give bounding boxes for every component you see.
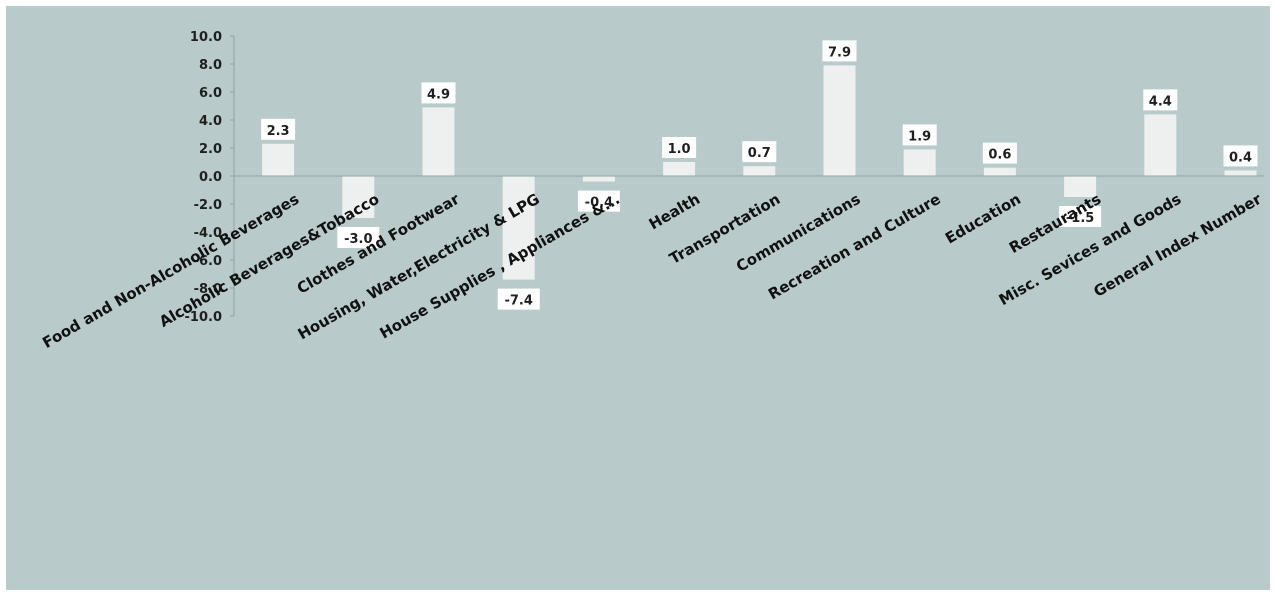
category-label: Health <box>646 190 703 234</box>
data-label-box <box>261 118 296 140</box>
y-tick-label: -8.0 <box>194 282 222 297</box>
data-labels: 2.3 -3.0 4.9 -7.4 -0.4 1.0 0.7 7.9 1.9 0.6 -1.5 4.4… <box>261 40 1258 310</box>
bar <box>663 162 696 176</box>
data-label: -1.5 <box>1066 211 1094 226</box>
data-label: -3.0 <box>344 232 372 247</box>
bar <box>502 176 535 280</box>
data-label-box <box>902 124 937 146</box>
data-label-box <box>662 137 697 158</box>
data-label: 0.6 <box>988 148 1011 163</box>
bar <box>582 176 615 182</box>
y-tick-label: 8.0 <box>199 58 222 73</box>
y-tick-label: -6.0 <box>194 254 222 269</box>
category-labels: Food and Non-Alcoholic BeveragesAlcoholi… <box>39 190 1265 352</box>
data-label: -7.4 <box>504 294 532 309</box>
y-axis: 10.0 8.0 6.0 4.0 2.0 0.0 -2.0 -4.0 -6.0 -8.0 -10.0 <box>185 30 235 325</box>
bar <box>1064 176 1097 197</box>
data-label-box <box>1143 89 1178 111</box>
bars <box>262 65 1257 280</box>
bar <box>1224 170 1257 176</box>
bar <box>823 65 856 176</box>
bar-chart: 10.0 8.0 6.0 4.0 2.0 0.0 -2.0 -4.0 -6.0 -8.0 -10.0… <box>39 30 1265 352</box>
y-tick-label: 6.0 <box>199 86 222 101</box>
chart-area: 10.0 8.0 6.0 4.0 2.0 0.0 -2.0 -4.0 -6.0 -8.0 -10.0… <box>6 6 1270 590</box>
data-label: 1.0 <box>668 142 691 157</box>
y-tick-label: 4.0 <box>199 114 222 129</box>
data-label: 4.4 <box>1149 94 1172 109</box>
data-label-box <box>1223 145 1258 167</box>
data-label: 7.9 <box>828 45 851 60</box>
data-label-box <box>577 190 620 212</box>
data-label: 1.9 <box>908 129 931 144</box>
data-label-box <box>822 40 857 62</box>
bar <box>422 107 455 176</box>
y-tick-label: 10.0 <box>190 30 222 45</box>
data-label-box <box>1059 206 1102 227</box>
data-label: 0.4 <box>1229 150 1252 165</box>
data-label: 0.7 <box>748 146 771 161</box>
data-label-box <box>982 142 1017 164</box>
bar <box>342 176 375 218</box>
data-label-box <box>337 227 380 248</box>
y-tick-label: 2.0 <box>199 142 222 157</box>
data-label: -0.4 <box>585 196 613 211</box>
bar <box>983 167 1016 176</box>
data-label-box <box>421 82 456 104</box>
y-tick-label: 0.0 <box>199 170 222 185</box>
bar <box>1144 114 1177 176</box>
data-label-box <box>742 141 777 163</box>
bar <box>903 149 936 176</box>
data-label-box <box>497 288 540 310</box>
y-tick-label: -2.0 <box>194 198 222 213</box>
data-label: 2.3 <box>267 124 290 139</box>
bar <box>743 166 776 176</box>
bar <box>262 143 295 176</box>
y-tick-label: -10.0 <box>185 310 222 325</box>
y-tick-label: -4.0 <box>194 226 222 241</box>
data-label: 4.9 <box>427 87 450 102</box>
